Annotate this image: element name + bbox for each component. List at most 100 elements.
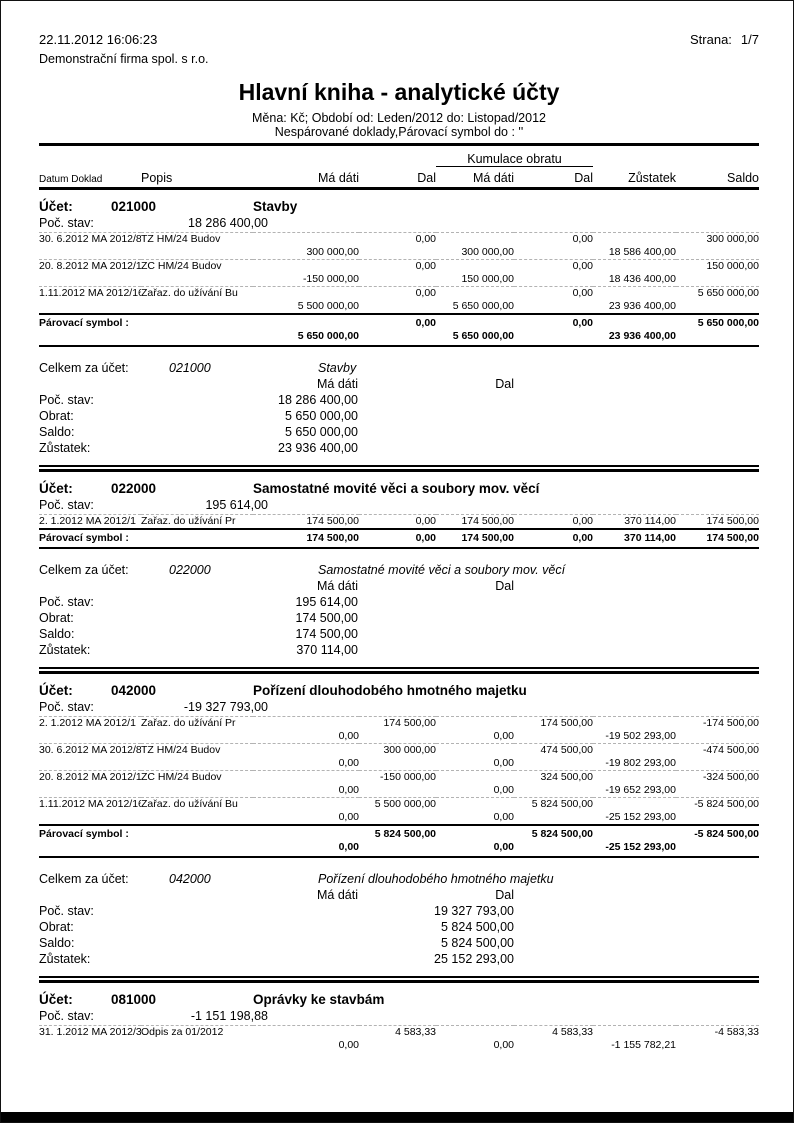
summary-account-number: 021000 <box>169 361 211 375</box>
amount-dal: 300 000,00 <box>359 743 436 757</box>
amount-kumulace-ma-dati <box>436 1025 514 1039</box>
summary-row-label: Saldo: <box>39 425 75 439</box>
report-content: 22.11.2012 16:06:23 Strana: 1/7 Demonstra… <box>39 32 759 1052</box>
opening-balance-label: Poč. stav: <box>39 700 94 714</box>
amount-zustatek: 18 586 400,00 <box>608 246 676 258</box>
txn-date: 2. 1.2012 MA 2012/1 <box>39 514 141 529</box>
amount-zustatek <box>593 770 676 784</box>
account-number: 081000 <box>111 992 157 1007</box>
amount-kumulace-dal: 174 500,00 <box>514 716 593 730</box>
summary-value-row-saldo: Saldo: 174 500,00 <box>39 626 759 642</box>
summary-value-row-saldo: Saldo: 5 650 000,00 <box>39 424 759 440</box>
amount-saldo <box>676 1039 759 1052</box>
opening-balance-label: Poč. stav: <box>39 1009 94 1023</box>
summary-ma-dati-header: Má dáti <box>317 888 358 902</box>
opening-balance-value: 195 614,00 <box>205 498 268 512</box>
amount-zustatek: 23 936 400,00 <box>608 300 676 312</box>
amount-dal: -150 000,00 <box>359 770 436 784</box>
account-label: Účet: <box>39 199 73 214</box>
amount-zustatek: -1 155 782,21 <box>611 1039 676 1051</box>
pairing-symbol-label: Párovací symbol : <box>39 313 253 330</box>
col-header-dal: Dal <box>417 171 436 185</box>
summary-row-value: 5 650 000,00 <box>285 409 358 423</box>
transaction-row-line: 31. 1.2012 MA 2012/3 Odpis za 01/2012 4 58… <box>39 1025 759 1039</box>
txn-description: Odpis za 01/2012 <box>141 1025 253 1039</box>
amount-dal: 5 500 000,00 <box>359 797 436 811</box>
amount-zustatek <box>593 259 676 273</box>
pairing-symbol-row: 5 650 000,00 5 650 000,00 23 936 400,00 <box>39 330 759 347</box>
spacer-cell <box>593 149 759 167</box>
amount-saldo: 150 000,00 <box>676 259 759 273</box>
summary-columns-row: Má dáti Dal <box>39 887 759 903</box>
amount-dal: 0,00 <box>359 313 436 330</box>
amount-zustatek: -25 152 293,00 <box>593 841 676 858</box>
amount-saldo: 174 500,00 <box>676 528 759 549</box>
pairing-symbol-label: Párovací symbol : <box>39 824 253 841</box>
transaction-row-line: 20. 8.2012 MA 2012/10 ZC HM/24 Budov 0,00 0… <box>39 259 759 273</box>
transaction-row-line: 1.11.2012 MA 2012/16 Zařaz. do užívání Bu… <box>39 797 759 811</box>
account-name: Stavby <box>253 199 298 214</box>
spacer-cell <box>39 149 436 167</box>
amount-kumulace-dal <box>514 273 593 287</box>
opening-balance-value: 18 286 400,00 <box>188 216 268 230</box>
txn-description <box>141 811 253 825</box>
opening-balance-row: Poč. stav: 195 614,00 <box>39 497 759 514</box>
account-summary: Celkem za účet: 022000 Samostatné movité v… <box>39 562 759 658</box>
amount-dal <box>359 1039 436 1052</box>
col-header-kumulace-ma-dati: Má dáti <box>473 171 514 185</box>
txn-date <box>39 273 141 287</box>
summary-title-row: Celkem za účet: 021000 Stavby <box>39 360 759 376</box>
amount-zustatek: 370 114,00 <box>593 528 676 549</box>
amount-zustatek: -19 502 293,00 <box>605 730 676 742</box>
transaction-row-line: 0,00 0,00 -19 652 293,00 <box>39 784 759 798</box>
amount-saldo: -4 583,33 <box>676 1025 759 1039</box>
summary-account-name: Pořízení dlouhodobého hmotného majetku <box>318 872 554 886</box>
summary-row-label: Zůstatek: <box>39 952 91 966</box>
transaction-row-line: 0,00 0,00 -25 152 293,00 <box>39 811 759 825</box>
transaction-row-line: -150 000,00 150 000,00 18 436 400,00 <box>39 273 759 287</box>
amount-kumulace-dal: 5 824 500,00 <box>514 797 593 811</box>
transaction-row-line: 30. 6.2012 MA 2012/8 TZ HM/24 Budov 300 00… <box>39 743 759 757</box>
account-heading: Účet: 042000 Pořízení dlouhodobého hmotnéh… <box>39 682 759 699</box>
amount-kumulace-ma-dati <box>436 232 514 246</box>
amount-kumulace-ma-dati: 0,00 <box>493 784 514 796</box>
amount-dal <box>359 246 436 260</box>
txn-date: 20. 8.2012 MA 2012/10 <box>39 259 141 273</box>
column-labels-row: Datum Doklad Popis Má dáti Dal Má dáti D… <box>39 167 759 185</box>
txn-date: 30. 6.2012 MA 2012/8 <box>39 743 141 757</box>
amount-zustatek <box>593 824 676 841</box>
account-number: 042000 <box>111 683 157 698</box>
summary-value-row-zustatek: Zůstatek: 370 114,00 <box>39 642 759 658</box>
amount-kumulace-dal <box>514 730 593 744</box>
account-number: 022000 <box>111 481 157 496</box>
txn-description <box>141 757 253 771</box>
transaction-row-line: 5 500 000,00 5 650 000,00 23 936 400,00 <box>39 300 759 314</box>
amount-ma-dati: -150 000,00 <box>302 273 359 285</box>
amount-zustatek <box>593 1025 676 1039</box>
account-section-081000: Účet: 081000 Oprávky ke stavbám Poč. stav: -… <box>39 991 759 1052</box>
amount-kumulace-dal: 474 500,00 <box>514 743 593 757</box>
column-header-rule <box>39 187 759 190</box>
summary-label: Celkem za účet: <box>39 361 129 375</box>
col-header-datum-doklad: Datum Doklad <box>39 174 103 185</box>
amount-kumulace-dal <box>514 757 593 771</box>
amount-ma-dati <box>253 824 359 841</box>
account-section-021000: Účet: 021000 Stavby Poč. stav: 18 286 400,00… <box>39 198 759 472</box>
amount-ma-dati <box>253 716 359 730</box>
txn-date: 2. 1.2012 MA 2012/1 <box>39 716 141 730</box>
summary-value-row-poc-stav: Poč. stav: 195 614,00 <box>39 594 759 610</box>
amount-zustatek <box>593 313 676 330</box>
page-number: 1/7 <box>740 32 759 47</box>
page-label: Strana: <box>690 32 732 47</box>
amount-zustatek: 370 114,00 <box>593 514 676 529</box>
transaction-row-line: 2. 1.2012 MA 2012/1 Zařaz. do užívání Pr 1… <box>39 514 759 529</box>
kumulace-header-row: Kumulace obratu <box>39 149 759 167</box>
txn-description: ZC HM/24 Budov <box>141 259 253 273</box>
amount-saldo: 5 650 000,00 <box>676 313 759 330</box>
amount-dal <box>359 273 436 287</box>
amount-kumulace-ma-dati: 0,00 <box>436 841 514 858</box>
summary-value-row-obrat: Obrat: 174 500,00 <box>39 610 759 626</box>
amount-kumulace-ma-dati: 0,00 <box>493 730 514 742</box>
txn-date: 1.11.2012 MA 2012/16 <box>39 797 141 811</box>
amount-saldo: 174 500,00 <box>676 514 759 529</box>
